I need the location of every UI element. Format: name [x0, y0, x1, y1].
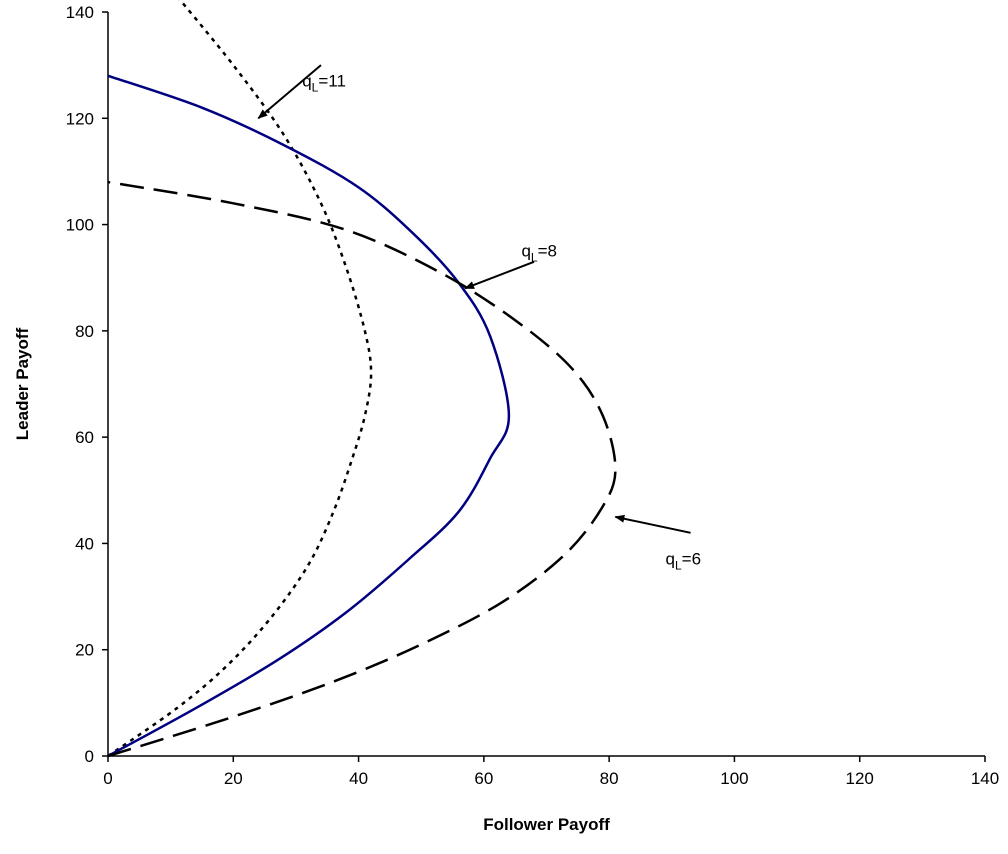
series-layer: [107, 0, 617, 758]
y-tick-label: 100: [66, 216, 94, 235]
y-tick-label: 0: [85, 747, 94, 766]
series-line-solid: [107, 74, 511, 758]
x-tick-label: 120: [846, 769, 874, 788]
x-tick-label: 20: [224, 769, 243, 788]
x-axis-title: Follower Payoff: [483, 815, 610, 834]
x-tick-label: 80: [600, 769, 619, 788]
x-ticks: 0 20 40 60 80 100 120 140: [103, 756, 999, 788]
annotation-arrow: [257, 64, 322, 120]
series-line-dashed: [107, 180, 617, 758]
annotation-label: qL=6: [666, 550, 702, 573]
annotation-arrow: [464, 260, 535, 290]
x-tick-label: 0: [103, 769, 112, 788]
x-tick-label: 100: [720, 769, 748, 788]
annotation-label: qL=8: [521, 241, 557, 264]
y-tick-label: 20: [75, 641, 94, 660]
y-tick-label: 120: [66, 109, 94, 128]
series-line-dotted: [107, 0, 373, 758]
annotation-label: qL=11: [302, 71, 346, 94]
x-tick-label: 40: [349, 769, 368, 788]
annotation-arrow: [614, 514, 691, 534]
y-tick-label: 60: [75, 428, 94, 447]
x-tick-label: 140: [971, 769, 999, 788]
y-ticks: 0 20 40 60 80 100 120 140: [66, 3, 108, 766]
x-tick-label: 60: [474, 769, 493, 788]
y-tick-label: 40: [75, 534, 94, 553]
y-tick-label: 140: [66, 3, 94, 22]
axes: 0 20 40 60 80 100 120 140 0 20 40 60 80 100 120 140: [66, 3, 1000, 788]
annotation-layer: qL=11 qL=8 qL=6: [257, 64, 702, 573]
y-tick-label: 80: [75, 322, 94, 341]
y-axis-title: Leader Payoff: [13, 327, 32, 440]
